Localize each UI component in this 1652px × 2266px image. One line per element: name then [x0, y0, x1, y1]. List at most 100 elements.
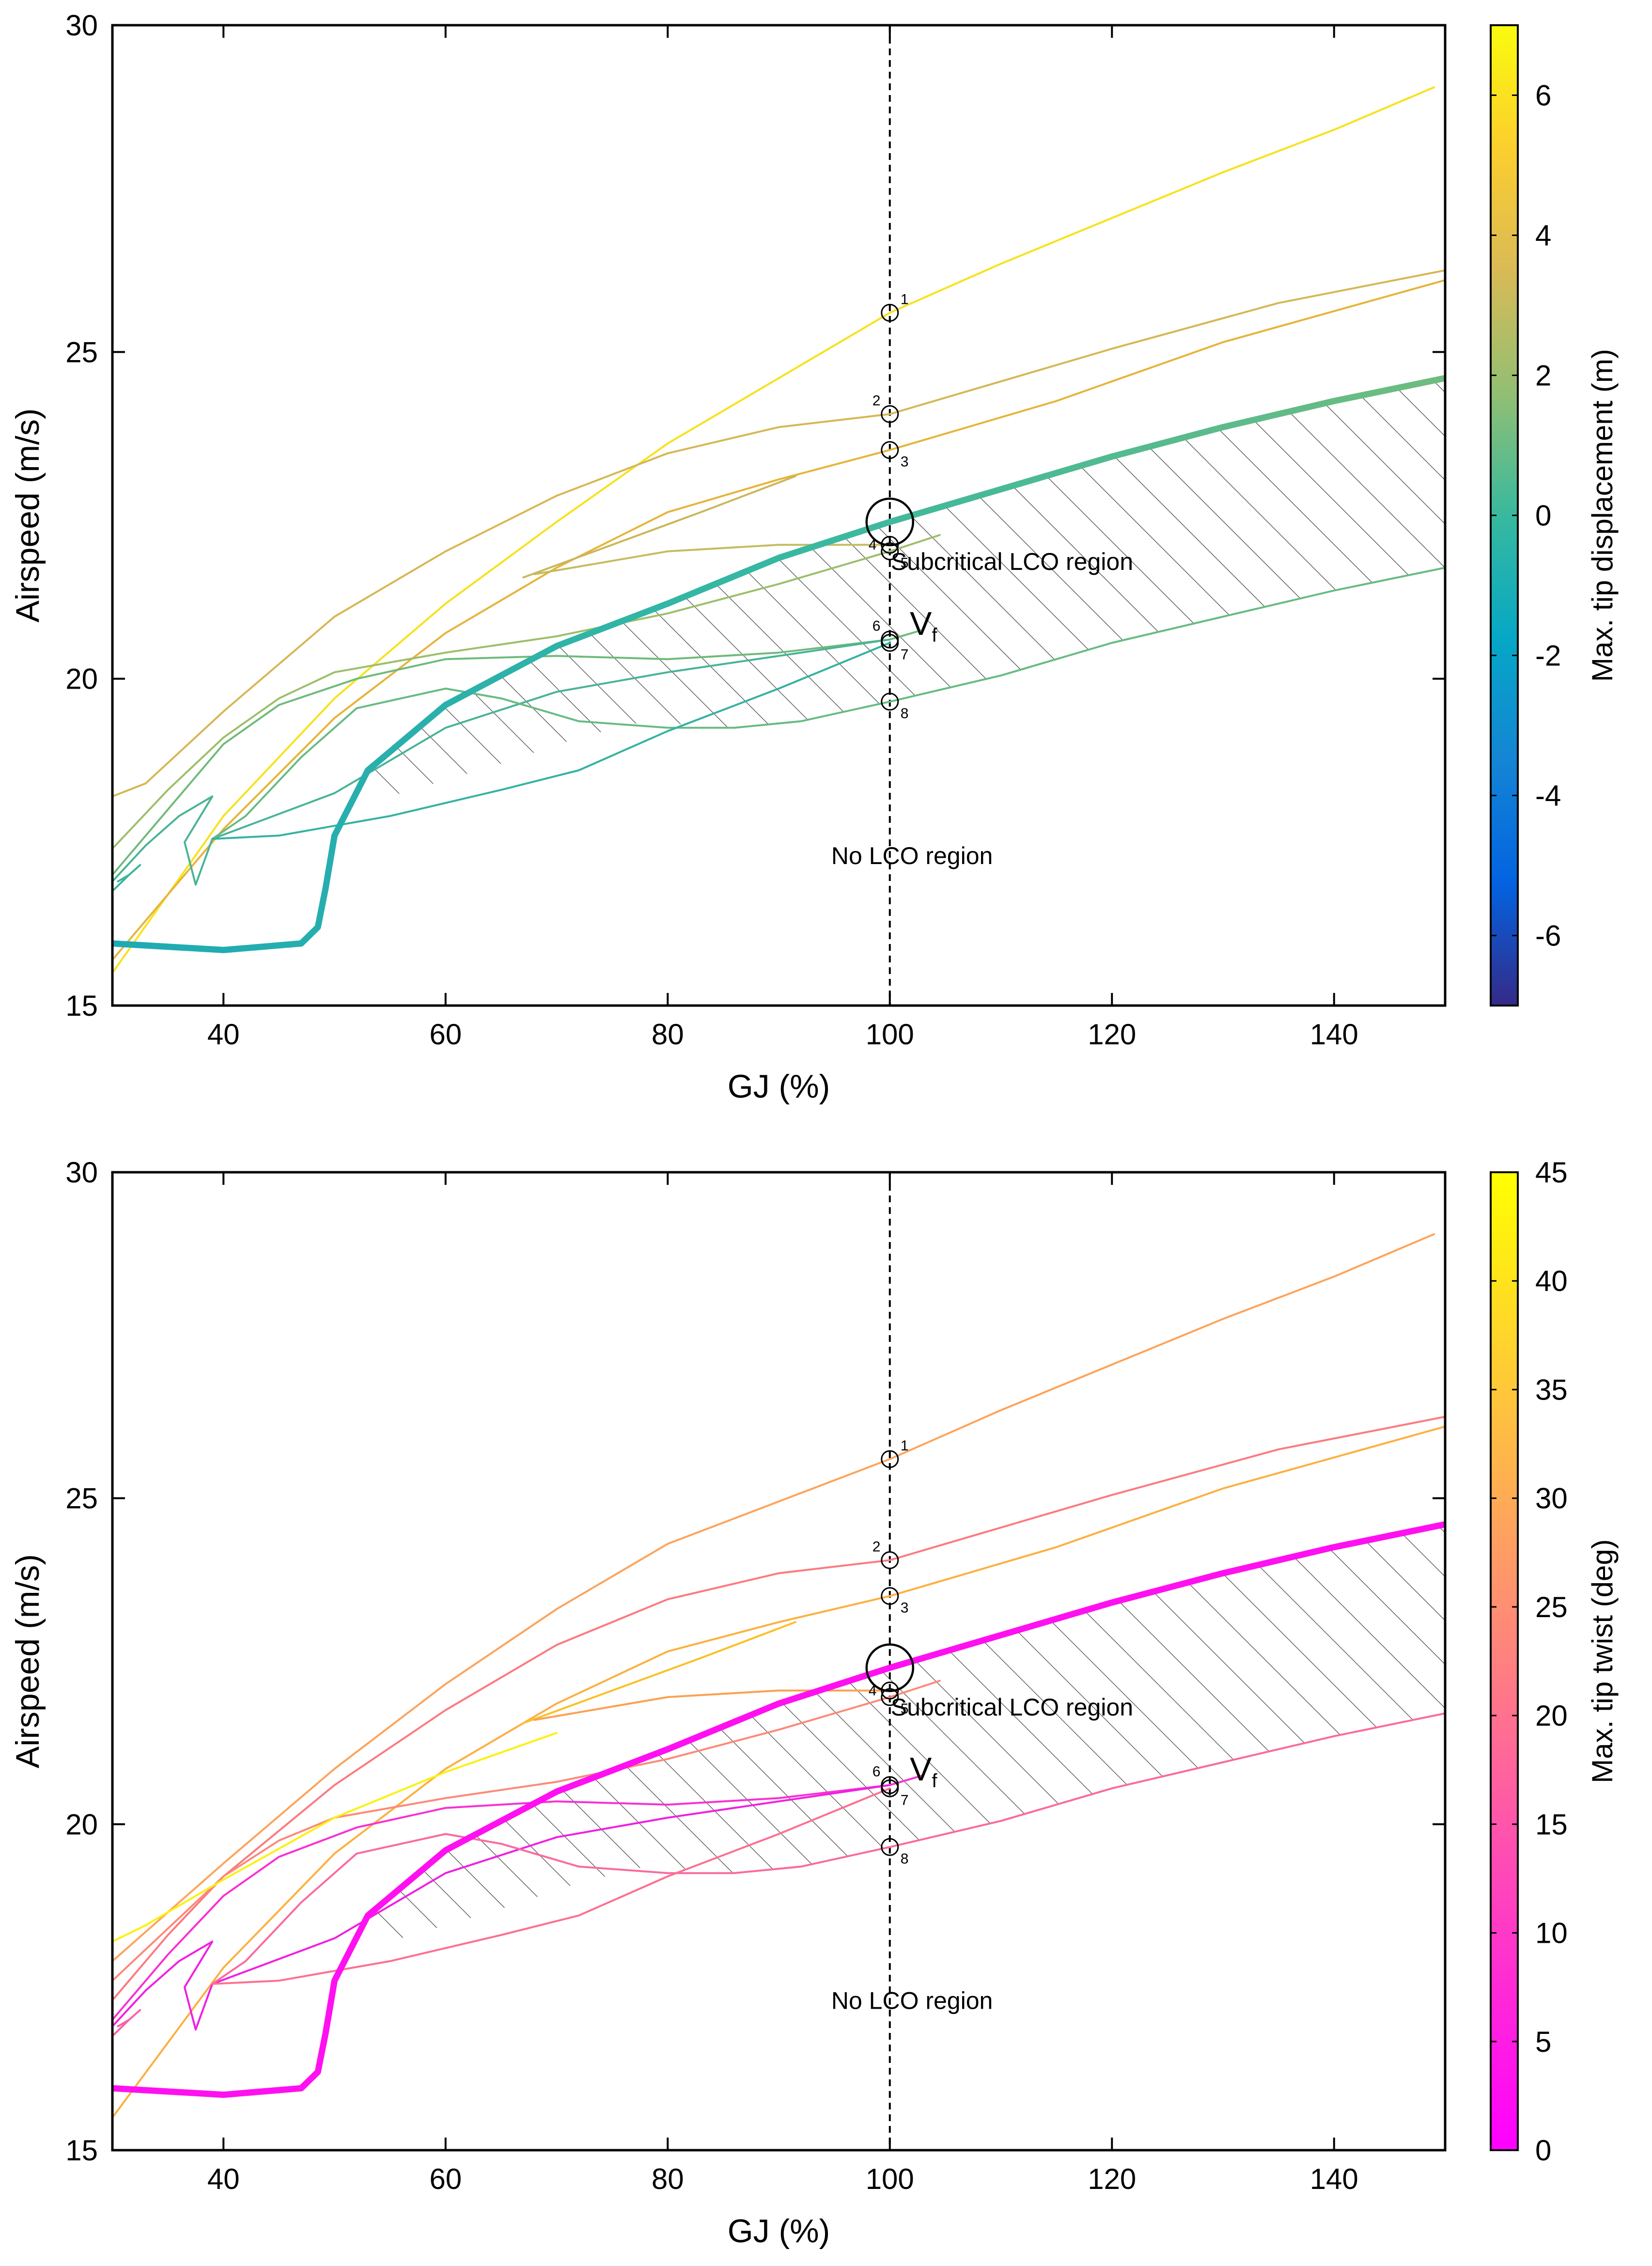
flutter-point-circle-bottom [865, 1643, 914, 1692]
series-4-top [522, 475, 796, 579]
x-tick-label-100-bottom: 100 [866, 2163, 914, 2195]
series-5-bottom [533, 1689, 891, 1721]
colorbar-tick-label-35-bottom: 35 [1535, 1373, 1568, 1406]
plot-area-top [112, 25, 1445, 1006]
x-tick-label-80-bottom: 80 [652, 2163, 684, 2195]
marker-label-7-bottom: 7 [901, 1792, 909, 1808]
series-1-bottom [112, 1233, 1435, 1962]
x-axis-label-bottom: GJ (%) [728, 2213, 830, 2250]
marker-label-6-top: 6 [873, 618, 881, 634]
y-axis-label-top: Airspeed (m/s) [9, 408, 46, 622]
colorbar-tick-label--2-top: -2 [1535, 640, 1561, 672]
x-tick-label-140-top: 140 [1310, 1018, 1358, 1051]
series-7-top [112, 629, 924, 876]
colorbar-tick-label-6-top: 6 [1535, 79, 1551, 112]
marker-label-3-bottom: 3 [901, 1600, 909, 1616]
x-tick-label-120-top: 120 [1088, 1018, 1136, 1051]
colorbar-tick-label-0-top: 0 [1535, 500, 1551, 532]
series-3-bottom [112, 1425, 1445, 2119]
y-tick-label-20-bottom: 20 [65, 1808, 98, 1841]
y-axis-label-bottom: Airspeed (m/s) [9, 1554, 46, 1768]
y-tick-label-25-bottom: 25 [65, 1482, 98, 1515]
marker-label-4-top: 4 [869, 537, 877, 553]
x-tick-label-100-top: 100 [866, 1018, 914, 1051]
series-4-bottom [522, 1621, 796, 1724]
subcritical-lco-label-top: Subcritical LCO region [891, 548, 1133, 575]
colorbar-tick-label-5-bottom: 5 [1535, 2026, 1551, 2058]
series-11-top [211, 642, 891, 840]
colorbar-tick-label-15-bottom: 15 [1535, 1808, 1568, 1841]
colorbar-gradient-bottom [1490, 1171, 1519, 2151]
marker-circle-8-bottom [881, 1838, 899, 1856]
series-2-top [112, 269, 1445, 798]
chart-panel-bottom: GJ (%) Airspeed (m/s) 051015202530354045… [9, 1156, 1619, 2250]
x-tick-label-140-bottom: 140 [1310, 2163, 1358, 2195]
marker-circle-7-bottom [881, 1779, 899, 1797]
colorbar-label-top: Max. tip displacement (m) [1586, 349, 1619, 682]
series-7-bottom [112, 1774, 924, 2021]
y-tick-label-30-top: 30 [65, 9, 98, 42]
subcritical-lco-hatch-bottom [368, 1524, 1445, 1942]
y-tick-label-15-top: 15 [65, 990, 98, 1022]
markers-bottom: 1 2 3 4 5 6 7 8 [865, 1438, 914, 1867]
marker-label-1-top: 1 [901, 291, 909, 307]
y-tick-label-20-top: 20 [65, 663, 98, 695]
colorbar-tick-label-45-bottom: 45 [1535, 1156, 1568, 1189]
series-1-top [112, 86, 1435, 974]
series-11-bottom [211, 1787, 891, 1985]
marker-circle-3-top [881, 441, 899, 459]
colorbar-tick-label-0-bottom: 0 [1535, 2134, 1551, 2167]
marker-circle-5-bottom [881, 1688, 899, 1706]
no-lco-label-bottom: No LCO region [831, 1987, 993, 2014]
marker-label-3-top: 3 [901, 454, 909, 470]
flutter-point-circle-top [865, 497, 914, 547]
marker-circle-1-bottom [881, 1450, 899, 1468]
markers-top: 1 2 3 4 5 6 7 8 [865, 291, 914, 722]
series-8-top [112, 864, 141, 892]
marker-label-2-top: 2 [873, 393, 881, 409]
flutter-speed-label-bottom: Vf [910, 1751, 937, 1792]
colorbar-top: -6 -4 -2 0 2 4 6 [1490, 24, 1561, 1007]
x-tick-label-60-bottom: 60 [429, 2163, 462, 2195]
marker-circle-5-top [881, 542, 899, 561]
colorbar-tick-label-20-bottom: 20 [1535, 1700, 1568, 1732]
marker-circle-2-top [881, 405, 899, 423]
subcritical-lco-hatch-top [368, 378, 1445, 797]
no-lco-label-top: No LCO region [831, 842, 993, 869]
colorbar-bottom: 0 5 10 15 20 25 30 35 40 45 [1490, 1156, 1568, 2167]
colorbar-label-bottom: Max. tip twist (deg) [1586, 1539, 1619, 1783]
series-10-bottom [211, 1712, 1445, 1985]
colorbar-tick-label--4-top: -4 [1535, 780, 1561, 812]
flutter-speed-label-top: Vf [910, 605, 937, 646]
series-13-bottom [112, 1521, 1445, 2098]
x-tick-label-80-top: 80 [652, 1018, 684, 1051]
marker-label-8-bottom: 8 [901, 1851, 909, 1867]
series-12-top [112, 375, 1445, 953]
marker-circle-7-top [881, 633, 899, 652]
marker-label-5-top: 5 [901, 555, 909, 571]
plot-frame-top [111, 24, 1447, 1007]
series-5-top [533, 544, 891, 575]
series-3-top [112, 279, 1445, 961]
series-8-bottom [112, 2009, 141, 2037]
colorbar-tick-label-40-bottom: 40 [1535, 1265, 1568, 1297]
series-10-top [211, 566, 1445, 840]
colorbar-tick-label--6-top: -6 [1535, 920, 1561, 952]
y-tick-label-25-top: 25 [65, 336, 98, 368]
marker-circle-2-bottom [881, 1551, 899, 1569]
marker-label-4-bottom: 4 [869, 1683, 877, 1699]
x-tick-label-60-top: 60 [429, 1018, 462, 1051]
subcritical-lco-label-bottom: Subcritical LCO region [891, 1694, 1133, 1721]
colorbar-tick-label-4-top: 4 [1535, 220, 1551, 252]
x-tick-label-120-bottom: 120 [1088, 2163, 1136, 2195]
plot-frame-bottom [111, 1171, 1447, 2152]
marker-label-2-bottom: 2 [873, 1539, 881, 1555]
marker-circle-3-bottom [881, 1587, 899, 1605]
colorbar-tick-label-30-bottom: 30 [1535, 1482, 1568, 1515]
marker-label-1-bottom: 1 [901, 1438, 909, 1454]
x-axis-label-top: GJ (%) [728, 1068, 830, 1105]
marker-circle-1-top [881, 303, 899, 322]
